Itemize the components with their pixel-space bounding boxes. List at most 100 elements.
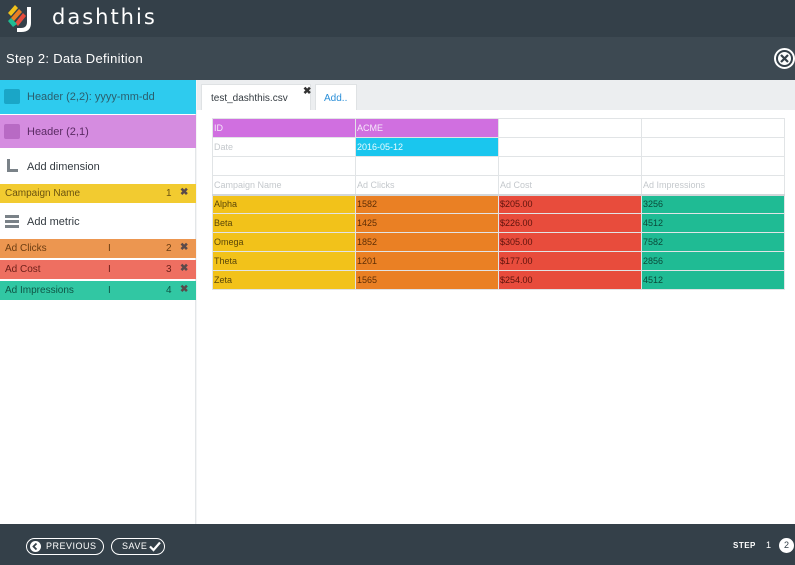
table-row: Campaign Name Ad Clicks Ad Cost Ad Impre… [212, 175, 785, 196]
grid-cell[interactable] [641, 118, 785, 138]
dashthis-logo-icon [8, 5, 31, 32]
dimension-icon [7, 159, 18, 172]
grid-cell[interactable] [498, 118, 642, 138]
grid-cell[interactable]: 7582 [641, 232, 785, 252]
grid-cell[interactable] [498, 156, 642, 176]
grid-cell[interactable]: Zeta [212, 270, 356, 290]
top-bar: dashthis [0, 0, 795, 37]
grid-cell[interactable]: ID [212, 118, 356, 138]
fields-sidebar: Header (2,2): yyyy-mm-dd Header (2,1) Ad… [0, 80, 196, 524]
grid-cell[interactable]: 1425 [355, 213, 499, 233]
previous-button[interactable]: PREVIOUS [26, 538, 104, 555]
table-row: Theta 1201 $177.00 2856 [212, 251, 785, 271]
remove-icon[interactable]: ✖ [180, 187, 189, 198]
table-row: Beta 1425 $226.00 4512 [212, 213, 785, 233]
grid-cell[interactable]: Ad Clicks [355, 175, 499, 196]
grid-cell[interactable]: Ad Impressions [641, 175, 785, 196]
grid-cell[interactable]: $305.00 [498, 232, 642, 252]
metric-chip-ad-cost[interactable]: Ad Cost I 3 ✖ [0, 260, 196, 279]
grid-cell[interactable]: 2856 [641, 251, 785, 271]
data-panel: test_dashthis.csv ✖ Add.. ID ACME Date 2… [197, 80, 795, 524]
table-row: Omega 1852 $305.00 7582 [212, 232, 785, 252]
file-tabs: test_dashthis.csv ✖ Add.. [197, 80, 795, 110]
grid-cell[interactable]: Campaign Name [212, 175, 356, 196]
tab-test-dashthis-csv[interactable]: test_dashthis.csv ✖ [201, 84, 311, 110]
chevron-left-icon [30, 541, 41, 552]
remove-icon[interactable]: ✖ [180, 284, 189, 295]
chip-name: Campaign Name [5, 188, 81, 199]
calendar-icon [4, 89, 20, 104]
grid-cell[interactable]: 1852 [355, 232, 499, 252]
table-row: Date 2016-05-12 [212, 137, 785, 157]
checkmark-icon [149, 541, 161, 552]
step-label: STEP [733, 541, 756, 550]
header-id-label: Header (2,1) [27, 126, 89, 138]
remove-icon[interactable]: ✖ [180, 263, 189, 274]
grid-cell[interactable]: $177.00 [498, 251, 642, 271]
grid-cell[interactable] [498, 137, 642, 157]
step-header: Step 2: Data Definition [0, 37, 795, 80]
previous-label: PREVIOUS [46, 541, 97, 551]
table-row [212, 156, 785, 176]
save-button[interactable]: SAVE [111, 538, 165, 555]
grid-cell[interactable] [641, 156, 785, 176]
grid-cell[interactable]: 1201 [355, 251, 499, 271]
close-button[interactable] [774, 48, 795, 69]
step-title: Step 2: Data Definition [6, 51, 143, 66]
grid-cell[interactable]: $226.00 [498, 213, 642, 233]
chip-index: 2 [166, 243, 172, 254]
chip-bar: I [108, 285, 111, 296]
grid-cell[interactable]: 2016-05-12 [355, 137, 499, 157]
add-dimension-button[interactable]: Add dimension [0, 149, 196, 183]
add-metric-button[interactable]: Add metric [0, 204, 196, 238]
header-date-label: Header (2,2): yyyy-mm-dd [27, 91, 155, 103]
table-row: Alpha 1582 $205.00 3256 [212, 194, 785, 214]
grid-cell[interactable]: Omega [212, 232, 356, 252]
save-label: SAVE [122, 541, 148, 551]
chip-bar: I [108, 264, 111, 275]
grid-cell[interactable] [641, 137, 785, 157]
chip-index: 3 [166, 264, 172, 275]
header-id-field[interactable]: Header (2,1) [0, 115, 196, 148]
metric-chip-ad-impressions[interactable]: Ad Impressions I 4 ✖ [0, 281, 196, 300]
grid-cell[interactable]: 3256 [641, 194, 785, 214]
add-file-tab[interactable]: Add.. [315, 84, 357, 110]
remove-icon[interactable]: ✖ [180, 242, 189, 253]
grid-cell[interactable]: 1582 [355, 194, 499, 214]
chip-index: 1 [166, 188, 172, 199]
window-icon [4, 124, 20, 139]
chip-name: Ad Impressions [5, 285, 74, 296]
data-grid: ID ACME Date 2016-05-12 Campaign Name Ad… [212, 118, 785, 290]
step-1-indicator[interactable]: 1 [766, 540, 772, 550]
table-row: ID ACME [212, 118, 785, 138]
metric-chip-ad-clicks[interactable]: Ad Clicks I 2 ✖ [0, 239, 196, 258]
tab-file-label: test_dashthis.csv [211, 93, 288, 104]
grid-cell[interactable]: Beta [212, 213, 356, 233]
footer-bar: PREVIOUS SAVE STEP 1 2 [0, 524, 795, 565]
grid-cell[interactable]: 4512 [641, 270, 785, 290]
grid-cell[interactable]: $254.00 [498, 270, 642, 290]
grid-cell[interactable]: Ad Cost [498, 175, 642, 196]
grid-cell[interactable]: ACME [355, 118, 499, 138]
metric-icon [5, 215, 19, 228]
grid-cell[interactable]: Date [212, 137, 356, 157]
grid-cell[interactable]: 4512 [641, 213, 785, 233]
chip-name: Ad Clicks [5, 243, 47, 254]
add-dimension-label: Add dimension [27, 161, 100, 173]
grid-cell[interactable] [355, 156, 499, 176]
grid-cell[interactable]: 1565 [355, 270, 499, 290]
table-row: Zeta 1565 $254.00 4512 [212, 270, 785, 290]
add-metric-label: Add metric [27, 216, 80, 228]
grid-cell[interactable]: $205.00 [498, 194, 642, 214]
app-logo-text: dashthis [52, 5, 157, 29]
grid-cell[interactable] [212, 156, 356, 176]
close-tab-icon[interactable]: ✖ [303, 86, 312, 97]
chip-name: Ad Cost [5, 264, 41, 275]
dimension-chip-campaign-name[interactable]: Campaign Name 1 ✖ [0, 184, 196, 203]
header-date-field[interactable]: Header (2,2): yyyy-mm-dd [0, 80, 196, 114]
chip-bar: I [108, 243, 111, 254]
step-2-indicator[interactable]: 2 [779, 538, 794, 553]
grid-cell[interactable]: Alpha [212, 194, 356, 214]
grid-cell[interactable]: Theta [212, 251, 356, 271]
chip-index: 4 [166, 285, 172, 296]
